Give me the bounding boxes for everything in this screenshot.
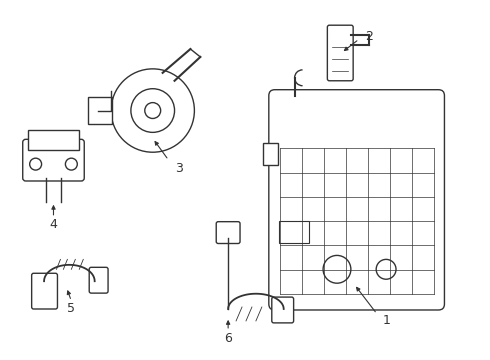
FancyBboxPatch shape [269, 90, 444, 310]
Circle shape [376, 260, 396, 279]
Bar [263, 143, 278, 165]
Text: 6: 6 [224, 332, 232, 345]
Text: 5: 5 [67, 302, 75, 315]
Bar [279, 221, 309, 243]
Circle shape [111, 69, 195, 152]
FancyBboxPatch shape [216, 222, 240, 243]
Circle shape [30, 158, 42, 170]
FancyBboxPatch shape [272, 297, 294, 323]
Circle shape [48, 136, 59, 148]
Circle shape [61, 136, 74, 148]
Circle shape [65, 158, 77, 170]
Bar [28, 130, 79, 150]
Circle shape [34, 136, 46, 148]
FancyBboxPatch shape [89, 267, 108, 293]
Text: 2: 2 [365, 30, 373, 42]
Circle shape [131, 89, 174, 132]
Text: 3: 3 [174, 162, 182, 175]
Bar [88, 96, 112, 125]
Circle shape [323, 255, 351, 283]
FancyBboxPatch shape [327, 25, 353, 81]
FancyBboxPatch shape [32, 273, 57, 309]
Text: 1: 1 [383, 314, 391, 327]
Text: 4: 4 [49, 218, 57, 231]
FancyBboxPatch shape [23, 139, 84, 181]
Circle shape [145, 103, 161, 118]
